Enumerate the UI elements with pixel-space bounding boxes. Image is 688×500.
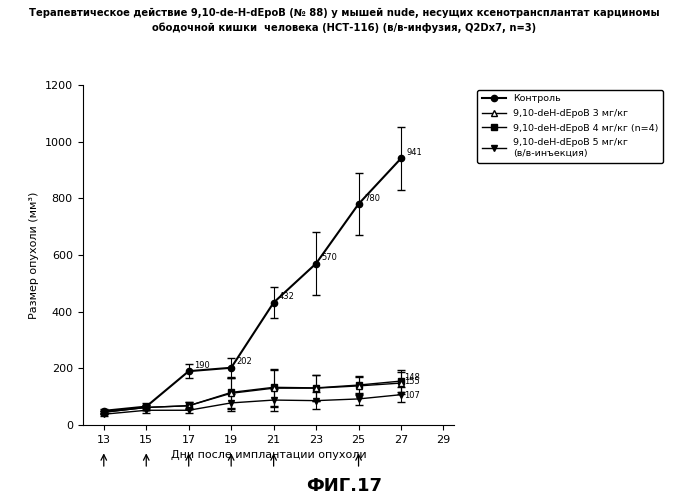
Text: 570: 570 <box>321 253 337 262</box>
Text: 190: 190 <box>194 361 210 370</box>
Y-axis label: Размер опухоли (мм³): Размер опухоли (мм³) <box>29 192 39 318</box>
Text: ФИГ.17: ФИГ.17 <box>306 477 382 495</box>
Legend: Контроль, 9,10-deH-dEpoB 3 мг/кг, 9,10-deH-dEpoB 4 мг/кг (n=4), 9,10-deH-dEpoB 5: Контроль, 9,10-deH-dEpoB 3 мг/кг, 9,10-d… <box>477 90 663 162</box>
Text: 148: 148 <box>404 372 420 382</box>
X-axis label: Дни после имплантации опухоли: Дни после имплантации опухоли <box>171 450 366 460</box>
Text: 155: 155 <box>404 377 420 386</box>
Text: 202: 202 <box>237 358 252 366</box>
Text: Терапевтическое действие 9,10-de-H-dEpoB (№ 88) у мышей nude, несущих ксенотранс: Терапевтическое действие 9,10-de-H-dEpoB… <box>29 8 659 18</box>
Text: 941: 941 <box>407 148 422 157</box>
Text: 432: 432 <box>279 292 295 301</box>
Text: 107: 107 <box>404 391 420 400</box>
Text: ободочной кишки  человека (НСТ-116) (в/в-инфузия, Q2Dx7, n=3): ободочной кишки человека (НСТ-116) (в/в-… <box>152 22 536 33</box>
Text: 780: 780 <box>364 194 380 202</box>
